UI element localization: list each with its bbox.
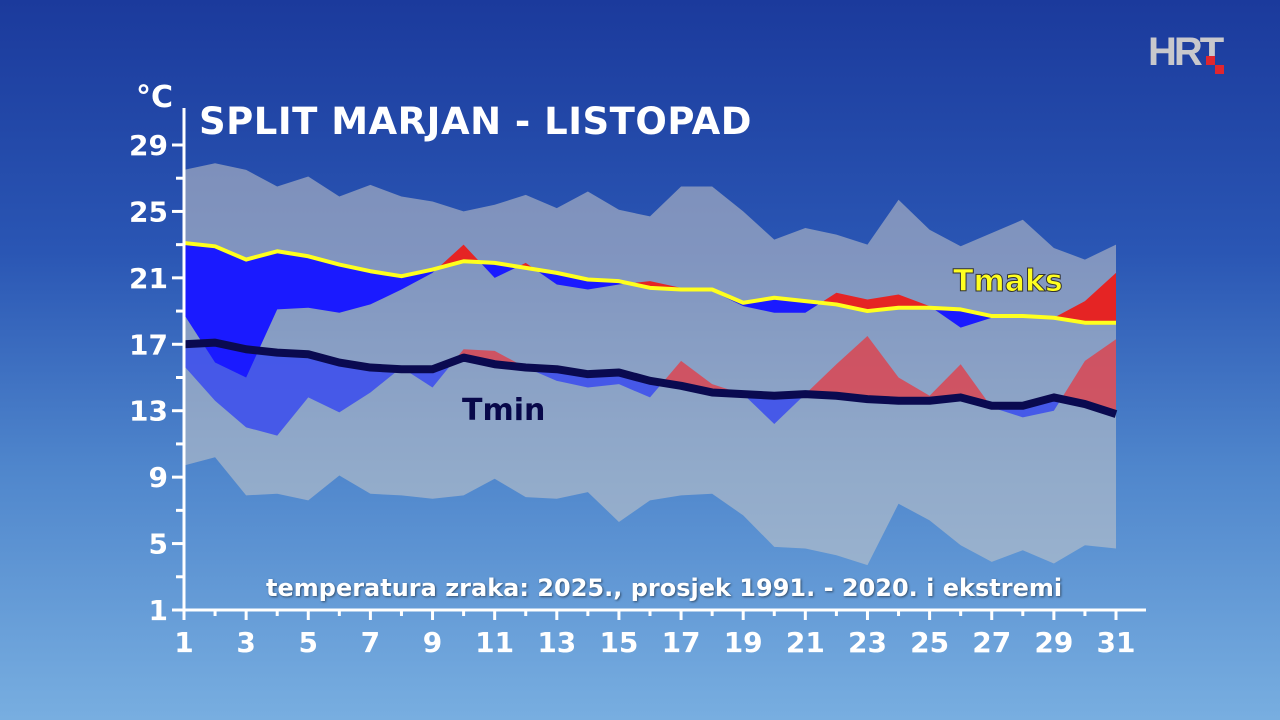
x-tick-label: 3 — [236, 626, 255, 659]
x-tick-label: 13 — [537, 626, 576, 659]
logo-checker-square — [1206, 56, 1215, 65]
extremes-band — [184, 163, 1116, 566]
y-axis-unit: °C — [136, 80, 174, 115]
x-tick-label: 5 — [299, 626, 318, 659]
hrt-logo: HRT — [1148, 30, 1224, 74]
x-tick-label: 31 — [1097, 626, 1136, 659]
chart-note: temperatura zraka: 2025., prosjek 1991. … — [266, 574, 1063, 602]
tmin-label: Tmin — [462, 393, 546, 428]
x-tick-label: 21 — [786, 626, 825, 659]
chart-title: SPLIT MARJAN - LISTOPAD — [199, 100, 752, 143]
tmin-mean-line — [183, 338, 1118, 418]
y-tick-label: 5 — [149, 528, 168, 561]
x-tick-label: 19 — [724, 626, 763, 659]
y-tick-label: 21 — [129, 262, 168, 295]
y-tick-label: 29 — [129, 129, 168, 162]
logo-checker-square — [1215, 65, 1224, 74]
y-tick-label: 17 — [129, 328, 168, 361]
y-tick-label: 1 — [149, 594, 168, 627]
x-tick-label: 7 — [361, 626, 380, 659]
tmaks-mean-line — [183, 240, 1116, 325]
x-tick-label: 27 — [972, 626, 1011, 659]
x-tick-label: 9 — [423, 626, 442, 659]
x-tick-label: 1 — [174, 626, 193, 659]
x-tick-label: 11 — [475, 626, 514, 659]
hrt-logo-text: HRT — [1148, 30, 1224, 74]
x-tick-label: 15 — [599, 626, 638, 659]
y-tick-label: 13 — [129, 395, 168, 428]
x-tick-label: 25 — [910, 626, 949, 659]
tmaks-label: Tmaks — [953, 264, 1064, 300]
x-tick-label: 17 — [662, 626, 701, 659]
x-tick-label: 23 — [848, 626, 887, 659]
y-tick-label: 25 — [129, 195, 168, 228]
y-tick-label: 9 — [149, 461, 168, 494]
x-tick-label: 29 — [1034, 626, 1073, 659]
tmax-2025-below-average-area — [184, 242, 1116, 378]
